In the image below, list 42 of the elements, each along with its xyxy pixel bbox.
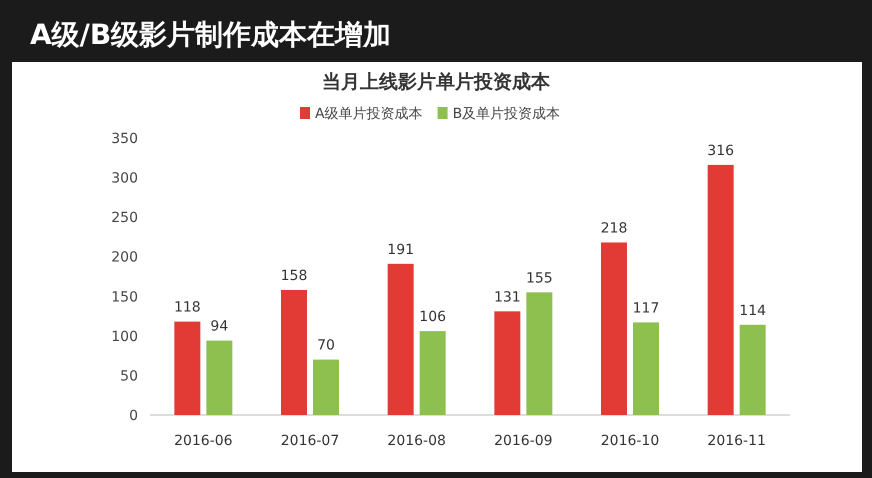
bar	[313, 360, 339, 415]
data-label: 114	[739, 302, 766, 319]
bar	[420, 331, 446, 415]
bar	[388, 264, 414, 415]
y-tick-label: 350	[111, 131, 138, 147]
data-label: 158	[280, 268, 308, 284]
data-label: 316	[707, 142, 734, 159]
chart-subtitle: 当月上线影片单片投资成本	[322, 71, 551, 93]
x-tick-label: 2016-09	[494, 433, 553, 449]
y-tick-label: 250	[111, 210, 138, 226]
x-tick-label: 2016-08	[387, 433, 446, 449]
data-label: 70	[317, 338, 335, 354]
legend-label: B及单片投资成本	[452, 106, 560, 122]
y-tick-label: 50	[120, 368, 138, 384]
bar	[526, 292, 552, 415]
y-tick-label: 100	[111, 328, 138, 345]
data-label: 131	[494, 289, 521, 306]
y-tick-label: 150	[111, 289, 138, 306]
legend-label: A级单片投资成本	[315, 106, 423, 122]
data-label: 117	[632, 300, 660, 316]
chart-title: A级/B级影片制作成本在增加	[30, 18, 392, 51]
data-label: 118	[174, 300, 201, 316]
y-tick-label: 200	[111, 250, 138, 266]
y-tick-label: 0	[129, 408, 138, 424]
bar	[494, 311, 520, 415]
bar	[740, 324, 766, 415]
bar	[174, 322, 200, 415]
bar	[281, 290, 307, 415]
data-label: 191	[387, 242, 414, 258]
data-label: 155	[526, 270, 553, 286]
x-tick-label: 2016-10	[600, 433, 660, 449]
data-label: 94	[210, 318, 228, 335]
y-tick-label: 300	[111, 170, 138, 187]
bar	[708, 164, 734, 415]
bar	[601, 242, 627, 415]
data-label: 106	[419, 309, 446, 326]
data-label: 218	[600, 220, 628, 236]
bar	[206, 340, 232, 415]
bar	[633, 322, 659, 415]
x-tick-label: 2016-11	[707, 433, 766, 449]
x-tick-label: 2016-07	[280, 433, 340, 449]
x-tick-label: 2016-06	[174, 433, 233, 449]
